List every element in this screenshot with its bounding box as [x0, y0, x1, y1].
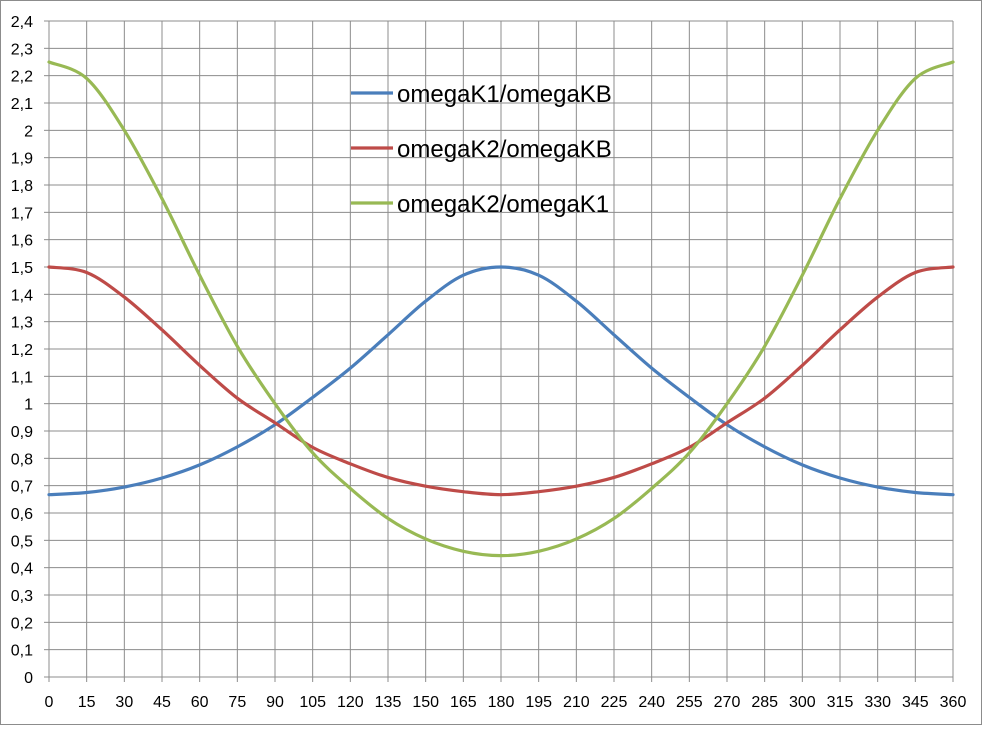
x-tick-label: 270: [714, 694, 741, 711]
y-tick-label: 2,3: [11, 41, 33, 58]
legend-label-3: omegaK2/omegaK1: [397, 191, 609, 218]
x-tick-label: 30: [115, 694, 133, 711]
x-tick-label: 360: [940, 694, 967, 711]
y-tick-label: 0,9: [11, 424, 33, 441]
y-tick-label: 0,3: [11, 588, 33, 605]
x-tick-label: 315: [827, 694, 854, 711]
x-axis-tick-labels: 0 15 30 45 60 75 90 105 120 135 150 165 180 195 210 225…: [45, 694, 967, 711]
x-tick-label: 75: [228, 694, 246, 711]
x-tick-label: 300: [789, 694, 816, 711]
y-tick-label: 0,6: [11, 506, 33, 523]
x-tick-label: 60: [191, 694, 209, 711]
y-tick-label: 0,1: [11, 643, 33, 660]
x-tick-label: 180: [488, 694, 515, 711]
x-tick-label: 240: [638, 694, 665, 711]
y-tick-label: 1: [24, 397, 33, 414]
y-tick-label: 0: [24, 670, 33, 687]
y-tick-label: 0,5: [11, 533, 33, 550]
y-tick-label: 2,4: [11, 14, 33, 31]
x-tick-label: 105: [299, 694, 326, 711]
y-tick-label: 2: [24, 123, 33, 140]
y-tick-label: 1,7: [11, 205, 33, 222]
y-tick-label: 1,5: [11, 260, 33, 277]
series-lines: [47, 60, 955, 558]
x-tick-label: 0: [45, 694, 54, 711]
legend-label-1: omegaK1/omegaKB: [397, 81, 612, 108]
series-line-2: [47, 265, 955, 497]
x-tick-label: 345: [902, 694, 929, 711]
x-tick-label: 90: [266, 694, 284, 711]
y-tick-label: 1,4: [11, 287, 33, 304]
y-tick-label: 1,6: [11, 233, 33, 250]
series-line-1: [47, 265, 955, 497]
y-axis-tick-labels: 0 0,1 0,2 0,3 0,4 0,5 0,6 0,7 0,8 0,9 1 1,1 1,2 1,3 1,…: [11, 14, 33, 687]
y-tick-label: 2,1: [11, 96, 33, 113]
x-tick-label: 255: [676, 694, 703, 711]
legend: omegaK1/omegaKB omegaK2/omegaKB omegaK2/om…: [351, 81, 612, 218]
x-tick-label: 285: [751, 694, 778, 711]
y-tick-label: 1,1: [11, 369, 33, 386]
y-tick-label: 0,2: [11, 615, 33, 632]
x-tick-label: 225: [601, 694, 628, 711]
x-tick-label: 165: [450, 694, 477, 711]
x-tick-label: 210: [563, 694, 590, 711]
x-tick-label: 15: [78, 694, 96, 711]
x-tick-label: 150: [412, 694, 439, 711]
axes: [44, 20, 954, 682]
y-tick-label: 0,8: [11, 451, 33, 468]
y-tick-label: 1,9: [11, 151, 33, 168]
series-line-3: [47, 60, 955, 558]
x-tick-label: 330: [864, 694, 891, 711]
gridlines: [48, 20, 954, 678]
x-tick-label: 120: [337, 694, 364, 711]
x-tick-label: 135: [375, 694, 402, 711]
x-tick-label: 195: [525, 694, 552, 711]
y-tick-label: 1,3: [11, 315, 33, 332]
y-tick-label: 0,4: [11, 561, 33, 578]
legend-label-2: omegaK2/omegaKB: [397, 136, 612, 163]
y-tick-label: 0,7: [11, 479, 33, 496]
y-tick-label: 1,8: [11, 178, 33, 195]
y-tick-label: 1,2: [11, 342, 33, 359]
x-tick-label: 45: [153, 694, 171, 711]
y-tick-label: 2,2: [11, 69, 33, 86]
